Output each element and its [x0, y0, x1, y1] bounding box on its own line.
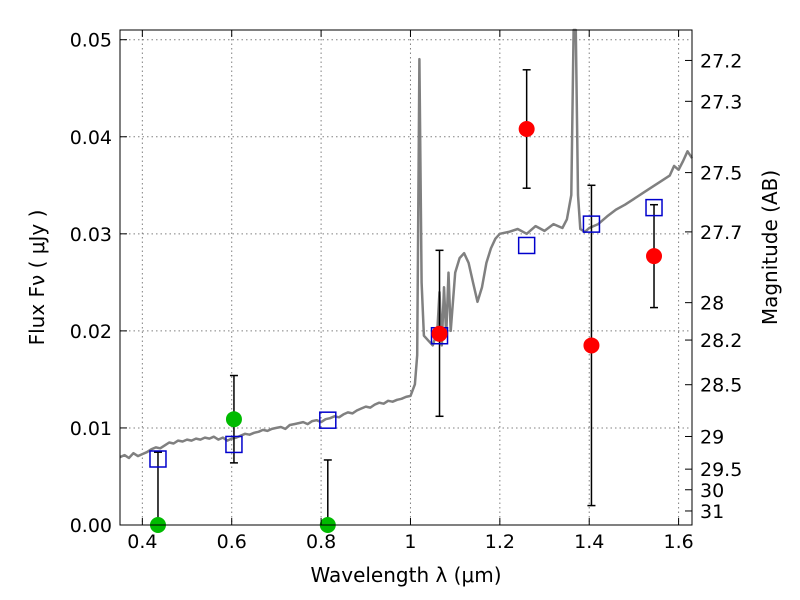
- model-photometry-square: [149, 450, 167, 468]
- magnitude-tick-label: 27.7: [700, 222, 742, 244]
- model-spectrum: [119, 28, 694, 460]
- model-photometry-square: [517, 236, 536, 255]
- model-spectrum-line: [119, 28, 694, 460]
- x-tick-label: 0.6: [217, 531, 247, 553]
- observed-photometry-points: [149, 121, 663, 533]
- x-tick-label: 1.4: [574, 531, 604, 553]
- x-axis-title: Wavelength λ (μm): [310, 563, 501, 587]
- x-tick-label: 1.2: [485, 531, 515, 553]
- grid: [120, 30, 692, 525]
- x-tick-label: 0.8: [306, 531, 336, 553]
- model-photometry-square: [645, 198, 663, 217]
- y-tick-label: 0.02: [70, 321, 112, 343]
- x-tick-label: 1: [404, 531, 416, 553]
- model-photometry-square: [319, 411, 337, 429]
- x-tick-label: 0.4: [127, 531, 157, 553]
- y-tick-label: 0.00: [70, 515, 112, 537]
- magnitude-tick-label: 28.2: [700, 330, 742, 352]
- y-tick-label: 0.04: [70, 127, 112, 149]
- magnitude-tick-label: 31: [700, 501, 724, 523]
- detection-point: [518, 121, 535, 137]
- model-photometry-square: [582, 215, 601, 233]
- x-axis-ticks: 0.4 0.6 0.8 1 1.2 1.4 1.6: [127, 30, 694, 553]
- magnitude-axis-title: Magnitude (AB): [758, 170, 782, 325]
- x-tick-label: 1.6: [663, 531, 693, 553]
- detection-point: [583, 337, 600, 354]
- y-axis-title: Flux Fν ( μJy ): [25, 210, 49, 346]
- magnitude-tick-label: 28.5: [700, 375, 742, 397]
- optical-point: [225, 411, 242, 428]
- model-photometry-points: [149, 198, 663, 468]
- error-bars: [153, 69, 659, 526]
- detection-point: [431, 325, 448, 342]
- magnitude-tick-label: 27.2: [700, 50, 742, 72]
- plot-frame: [119, 29, 693, 526]
- magnitude-tick-label: 29: [700, 426, 724, 448]
- y-tick-label: 0.05: [70, 30, 112, 52]
- magnitude-tick-label: 27.3: [700, 91, 742, 113]
- model-photometry-square: [225, 435, 243, 454]
- magnitude-tick-label: 30: [700, 480, 724, 502]
- magnitude-tick-label: 27.5: [700, 163, 742, 185]
- magnitude-tick-label: 28: [700, 293, 724, 315]
- magnitude-tick-label: 29.5: [700, 459, 742, 481]
- y-axis-ticks: 0.00 0.01 0.02 0.03 0.04 0.05: [70, 30, 127, 537]
- y-tick-label: 0.03: [70, 224, 112, 246]
- y-tick-label: 0.01: [70, 418, 112, 440]
- detection-point: [646, 248, 663, 265]
